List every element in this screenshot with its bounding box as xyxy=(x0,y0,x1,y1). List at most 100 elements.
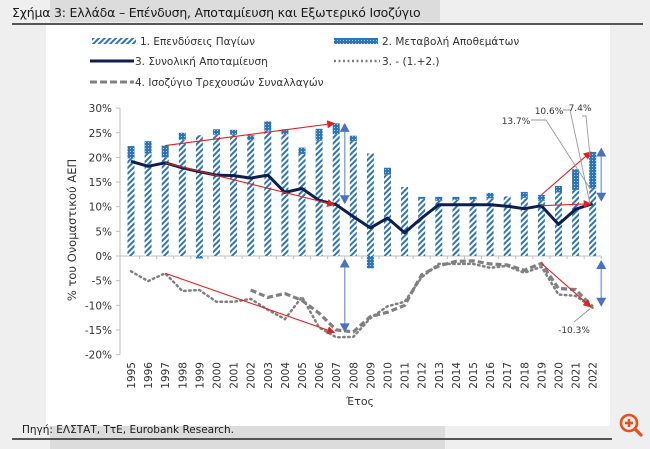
zoom-in-button[interactable] xyxy=(618,412,644,438)
bar-inventory-change xyxy=(230,129,238,135)
bar-inventory-change xyxy=(281,129,289,135)
range-arrow xyxy=(596,147,607,202)
bar-fixed-investment xyxy=(213,134,220,256)
data-annotation: 7.4% xyxy=(569,104,592,157)
x-tick-label: 1997 xyxy=(160,362,172,389)
bar-inventory-change xyxy=(469,196,477,200)
bar-inventory-change xyxy=(247,135,255,141)
x-tick-label: 2011 xyxy=(400,362,412,389)
x-tick-label: 2009 xyxy=(365,362,377,389)
trend-arrow xyxy=(165,272,336,334)
annotation-leader-line xyxy=(563,109,591,204)
x-tick-label: 1995 xyxy=(126,362,138,389)
x-tick-label: 2015 xyxy=(468,362,480,389)
y-tick-label: -5% xyxy=(92,276,112,288)
arrow-up-head xyxy=(596,259,607,269)
bars xyxy=(127,121,597,269)
legend-item-current-account: 4. Ισοζύγιο Τρεχουσών Συναλλαγών xyxy=(90,77,324,89)
line-savings-investment-gap xyxy=(129,262,594,339)
x-tick-label: 2018 xyxy=(519,362,531,389)
arrow-up-head xyxy=(596,147,607,157)
bar-fixed-investment xyxy=(435,200,443,256)
range-arrow xyxy=(339,122,350,205)
x-tick-label: 2007 xyxy=(331,362,343,389)
legend-item-fixed-investment: 1. Επενδύσεις Παγίων xyxy=(92,36,255,48)
y-tick-label: -10% xyxy=(85,300,112,312)
title-band xyxy=(50,0,440,22)
bar-inventory-change xyxy=(298,147,306,154)
figure-title: Σχήμα 3: Ελλάδα – Επένδυση, Αποταμίευση … xyxy=(12,5,421,20)
bar-fixed-investment xyxy=(349,141,357,256)
legend-label: 1. Επενδύσεις Παγίων xyxy=(140,36,255,48)
y-tick-label: 20% xyxy=(89,152,112,164)
source-note: Πηγή: ΕΛΣΤΑΤ, ΤτΕ, Eurobank Research. xyxy=(22,424,234,436)
bar-inventory-change xyxy=(144,141,152,154)
bar-fixed-investment xyxy=(520,197,528,256)
bar-fixed-investment xyxy=(452,199,460,256)
y-axis-title: % του Ονομαστικού ΑΕΠ xyxy=(65,159,79,301)
source-band xyxy=(50,426,445,449)
x-tick-label: 2008 xyxy=(348,362,360,389)
bar-inventory-change xyxy=(213,129,220,135)
x-tick-label: 2000 xyxy=(212,362,224,389)
bar-inventory-change xyxy=(589,151,597,189)
trend-arrows xyxy=(165,120,607,334)
legend-item-savings-investment-gap: 3. - (1.+2.) xyxy=(334,56,440,68)
arrow-down-head xyxy=(596,297,607,307)
bar-fixed-investment xyxy=(332,134,340,256)
x-tick-label: 2005 xyxy=(297,362,309,389)
bar-inventory-change xyxy=(178,132,186,140)
x-tick-label: 1999 xyxy=(194,362,206,389)
chart-panel xyxy=(46,24,610,426)
x-tick-label: 2022 xyxy=(588,362,600,389)
arrow-up-head xyxy=(339,122,350,132)
x-tick-label: 2014 xyxy=(451,362,463,389)
bar-inventory-change xyxy=(349,135,357,142)
annotation-label: 7.4% xyxy=(569,104,592,114)
bar-inventory-change xyxy=(315,128,323,141)
y-tick-label: 5% xyxy=(95,226,112,238)
bar-fixed-investment xyxy=(503,196,511,256)
data-annotation: -10.3% xyxy=(558,308,591,336)
data-annotation: 13.7% xyxy=(502,117,591,189)
zoom-in-icon xyxy=(619,413,643,437)
legend-label: 2. Μεταβολή Αποθεμάτων xyxy=(382,36,519,48)
bar-fixed-investment xyxy=(144,153,152,256)
annotation-leader-line xyxy=(582,115,591,157)
bar-inventory-change xyxy=(384,167,391,175)
bar-fixed-investment xyxy=(384,174,391,256)
x-tick-label: 2020 xyxy=(554,362,566,389)
bar-fixed-investment xyxy=(486,198,494,256)
bar-fixed-investment xyxy=(178,139,186,256)
bar-inventory-change xyxy=(435,196,443,201)
x-axis: 1995 1996 1997 1998 1999 2000 2001 2002 2003 2004… xyxy=(120,255,602,389)
trend-arrow xyxy=(165,120,336,147)
arrow-down-head xyxy=(339,323,350,333)
annotation-leader-line xyxy=(573,308,591,323)
legend-item-total-savings: 3. Συνολική Αποταμίευση xyxy=(90,56,268,68)
x-tick-label: 2006 xyxy=(314,362,326,389)
bar-inventory-change xyxy=(127,146,135,159)
y-axis: 30% 25% 20% 15% 10% 5% 0% -5% -10% -15% -20% xyxy=(85,103,121,362)
legend-swatch-hatched xyxy=(92,38,136,44)
annotation-label: 10.6% xyxy=(535,107,564,117)
bar-fixed-investment xyxy=(281,134,289,256)
y-tick-label: 10% xyxy=(89,202,112,214)
data-annotation: 10.6% xyxy=(535,107,591,204)
range-arrow xyxy=(596,259,607,307)
x-tick-label: 2017 xyxy=(502,362,514,389)
bar-inventory-change xyxy=(555,185,562,193)
bar-inventory-change xyxy=(537,194,545,201)
bar-fixed-investment xyxy=(366,153,374,256)
bar-inventory-change xyxy=(161,145,169,158)
bar-fixed-investment xyxy=(264,130,272,256)
x-tick-label: 2003 xyxy=(263,362,275,389)
bar-inventory-change xyxy=(452,196,460,200)
legend-swatch-dotted xyxy=(334,38,378,44)
y-tick-label: 25% xyxy=(89,128,112,140)
annotations: 13.7% 10.6% 7.4% -10.3% xyxy=(502,104,592,336)
legend-label: 3. Συνολική Αποταμίευση xyxy=(135,56,268,68)
legend-item-inventory-change: 2. Μεταβολή Αποθεμάτων xyxy=(334,36,519,48)
y-tick-label: 0% xyxy=(95,251,112,263)
